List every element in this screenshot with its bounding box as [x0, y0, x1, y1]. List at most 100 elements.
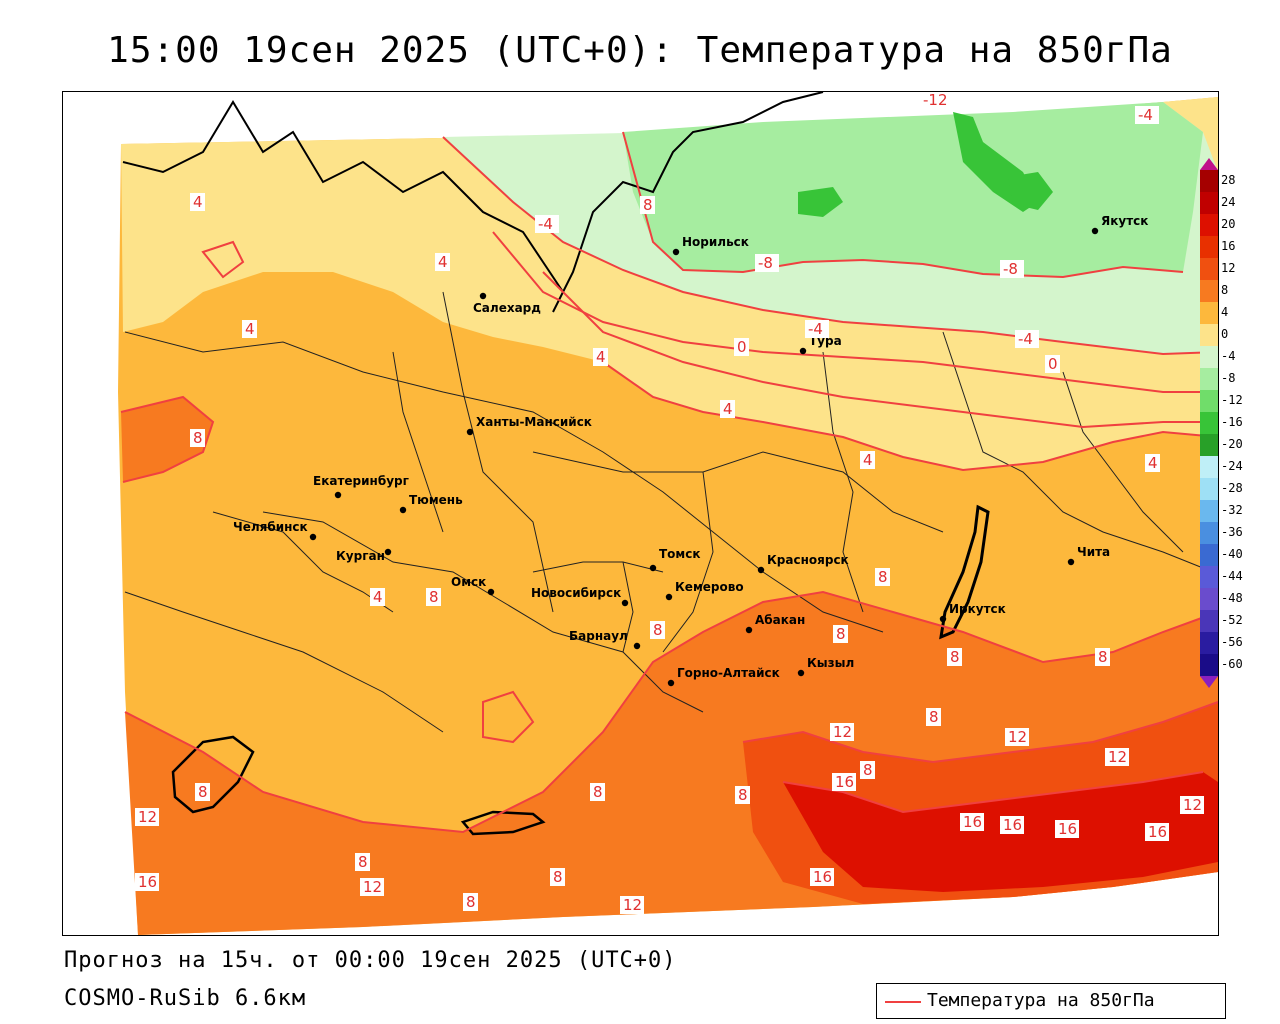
city-marker [384, 548, 392, 556]
isotherm-label-box [195, 783, 210, 801]
zone-green-medium [623, 102, 1203, 277]
isotherm-label-box [1135, 106, 1159, 124]
isotherm-label-layer: -12 -4 8 4 -4 -8 -8 4 -4 0 -4 0 4 4 8 4 4 4 8 8 8 8 8 8 8 8 4 8 12 12… [135, 92, 1204, 914]
isotherm-label-box [463, 893, 478, 911]
isotherm-label-box [947, 648, 962, 666]
isotherm-label-box [1055, 820, 1079, 838]
city-label: Красноярск [767, 553, 849, 567]
city-label: Курган [336, 549, 385, 563]
isotherm-label-box [1000, 260, 1024, 278]
isotherm-label-box [593, 348, 608, 366]
city-label: Кемерово [675, 580, 744, 594]
isotherm-label-box [242, 320, 257, 338]
isotherm-label-box [960, 813, 984, 831]
isotherm-label-box [135, 808, 159, 826]
isotherm-label: -8 [1003, 260, 1018, 278]
isotherm-label-box [190, 429, 205, 447]
isotherm-label: -4 [808, 320, 823, 338]
colorbar-label: -44 [1221, 569, 1243, 583]
admin-boundaries [124, 291, 1214, 733]
isotherm-label-box [830, 723, 854, 741]
isotherm-label: 12 [1108, 748, 1127, 766]
colorbar-swatch [1200, 632, 1218, 655]
temperature-map: СалехардНорильскЯкутскТураХанты-Мансийск… [118, 92, 1218, 935]
city-label: Норильск [682, 235, 749, 249]
city-marker [939, 615, 947, 623]
legend-line-swatch [885, 1001, 921, 1003]
isotherm-label: 4 [373, 588, 383, 606]
colorbar-label: -24 [1221, 459, 1243, 473]
colorbar-label: -28 [1221, 481, 1243, 495]
isotherm-label: 8 [553, 868, 563, 886]
colorbar-label: -48 [1221, 591, 1243, 605]
colorbar-swatch [1200, 500, 1218, 523]
isotherm-label: 4 [245, 320, 255, 338]
city-marker [621, 599, 629, 607]
city-label: Ханты-Мансийск [476, 415, 592, 429]
isotherms [120, 131, 1218, 834]
colorbar-swatch [1200, 654, 1218, 677]
colorbar-label: -4 [1221, 349, 1236, 363]
colorbar-swatch [1200, 214, 1218, 237]
isotherm-label: 0 [1048, 355, 1058, 373]
isotherm-label-box [735, 786, 750, 804]
colorbar-labels: 28 24 20 16 12 8 4 0 -4 -8 -12 -16 -20 -24 -28 -32 -36 -4… [1221, 0, 1276, 1024]
isotherm-label: 12 [833, 723, 852, 741]
colorbar-label: -36 [1221, 525, 1243, 539]
city-marker [649, 564, 657, 572]
isotherm-label: -8 [758, 254, 773, 272]
city-marker [672, 248, 680, 256]
isotherm-label-box [1180, 796, 1204, 814]
colorbar-label: -20 [1221, 437, 1243, 451]
isotherm-label-box [860, 761, 875, 779]
colorbar-swatch [1200, 346, 1218, 369]
isotherm-label: -12 [923, 92, 948, 109]
isotherm-label-box [1095, 648, 1110, 666]
isotherm-label-box [1145, 454, 1160, 472]
isotherm-label: 12 [138, 808, 157, 826]
city-label: Якутск [1101, 214, 1148, 228]
colorbar-label: 28 [1221, 173, 1236, 187]
isotherm-label: 8 [593, 783, 603, 801]
isotherm-label-box [370, 588, 385, 606]
city-marker [757, 566, 765, 574]
colorbar-label: 16 [1221, 239, 1236, 253]
colorbar-top-arrow [1200, 158, 1218, 170]
isotherm-label: 16 [1058, 820, 1077, 838]
isotherm-label-box [1145, 823, 1169, 841]
isotherm-label-box [926, 708, 941, 726]
isotherm-label: 12 [363, 878, 382, 896]
isotherm-label: 4 [193, 193, 203, 211]
isotherm-label: 12 [623, 896, 642, 914]
isotherm-label-box [1005, 728, 1029, 746]
city-marker [665, 593, 673, 601]
isotherm-label-box [734, 338, 749, 356]
isotherm-label: -4 [1138, 106, 1153, 124]
city-marker [487, 588, 495, 596]
isotherm-label: 8 [836, 625, 846, 643]
isotherm-label: 16 [1148, 823, 1167, 841]
colorbar-label: -52 [1221, 613, 1243, 627]
colorbar-label: -32 [1221, 503, 1243, 517]
colorbar-swatch [1200, 412, 1218, 435]
isotherm-label-box [720, 400, 735, 418]
isotherm-label-box [650, 621, 665, 639]
colorbar-label: -8 [1221, 371, 1236, 385]
isotherm-label: 8 [643, 196, 653, 214]
colorbar-swatch [1200, 324, 1218, 347]
zone-orange-west [121, 397, 213, 482]
isotherm-label-box [875, 568, 890, 586]
legend: Температура на 850гПа [876, 983, 1226, 1019]
city-marker [334, 491, 342, 499]
isotherm-label: -4 [538, 215, 553, 233]
isotherm-label: 16 [138, 873, 157, 891]
colorbar-swatch [1200, 456, 1218, 479]
isotherm-label-box [190, 193, 205, 211]
isotherm-label: 16 [835, 773, 854, 791]
city-label: Новосибирск [531, 586, 621, 600]
isotherm-label-box [833, 625, 848, 643]
colorbar-label: 12 [1221, 261, 1236, 275]
colorbar-swatch [1200, 302, 1218, 325]
city-label: Иркутск [949, 602, 1006, 616]
city-marker [633, 642, 641, 650]
